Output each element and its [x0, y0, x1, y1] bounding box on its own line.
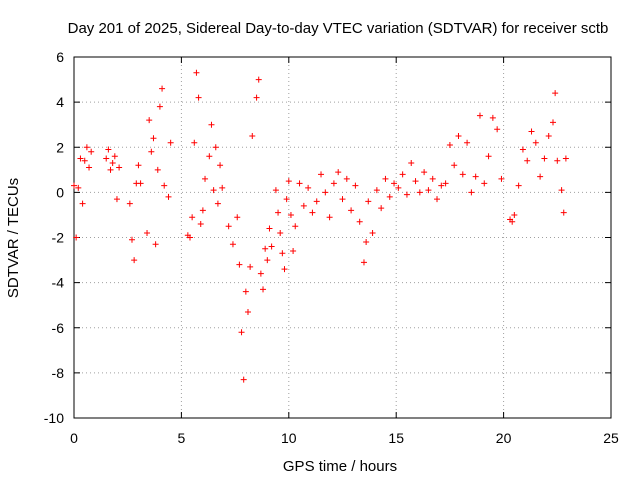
x-axis-label: GPS time / hours	[283, 458, 397, 475]
x-tick-label: 5	[178, 430, 186, 446]
x-tick-label: 20	[496, 430, 512, 446]
y-tick-label: 0	[56, 184, 64, 200]
chart-title: Day 201 of 2025, Sidereal Day-to-day VTE…	[68, 20, 609, 37]
y-tick-label: 4	[56, 94, 64, 110]
y-tick-label: -2	[52, 230, 65, 246]
chart-background	[0, 0, 640, 480]
y-tick-label: 2	[56, 139, 64, 155]
y-tick-label: -6	[52, 320, 65, 336]
y-tick-label: -10	[44, 410, 64, 426]
chart: -10 -8 -6 -4 -2 0 2 4 6 0 5 10 15 20 25 Day 201 of 202…	[0, 0, 640, 480]
y-tick-label: -8	[52, 365, 65, 381]
x-tick-label: 10	[281, 430, 297, 446]
y-tick-label: 6	[56, 49, 64, 65]
y-tick-label: -4	[52, 275, 65, 291]
x-tick-label: 25	[603, 430, 619, 446]
x-tick-label: 15	[388, 430, 404, 446]
x-tick-label: 0	[70, 430, 78, 446]
y-axis-label: SDTVAR / TECUs	[5, 178, 22, 298]
